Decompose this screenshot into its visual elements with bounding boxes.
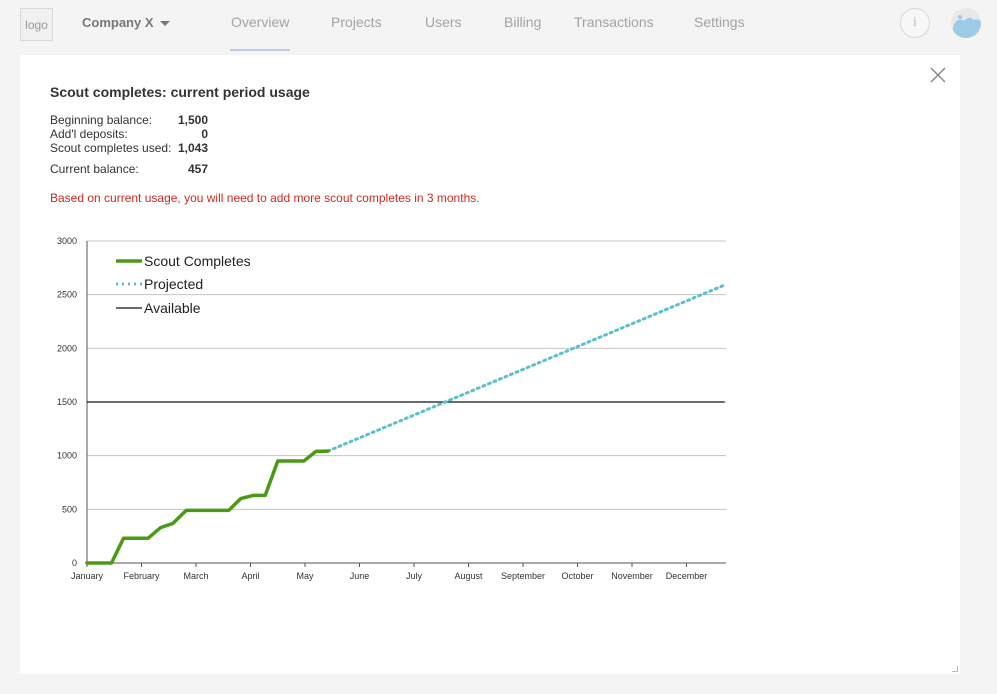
company-name: Company X: [82, 15, 154, 30]
stat-row: Beginning balance: 1,500: [50, 113, 208, 127]
series-line-scout-completes: [85, 449, 330, 565]
tab-overview[interactable]: Overview: [231, 14, 290, 30]
y-tick-label: 2500: [57, 290, 77, 300]
close-icon[interactable]: [928, 65, 948, 85]
info-icon: i: [913, 15, 917, 30]
stat-row: Scout completes used: 1,043: [50, 141, 208, 155]
y-tick-label: 1500: [57, 397, 77, 407]
x-tick-label: October: [561, 571, 593, 581]
panel-title: Scout completes: current period usage: [50, 84, 310, 100]
y-tick-label: 500: [62, 504, 77, 514]
x-tick-label: February: [123, 571, 160, 581]
x-tick-label: May: [296, 571, 314, 581]
x-tick-label: August: [454, 571, 483, 581]
stat-row: Current balance: 457: [50, 162, 208, 176]
company-logo[interactable]: logo: [20, 8, 53, 41]
usage-warning: Based on current usage, you will need to…: [50, 191, 480, 205]
usage-panel: Scout completes: current period usage Be…: [20, 55, 960, 674]
tab-users[interactable]: Users: [425, 14, 462, 30]
resize-handle[interactable]: [952, 666, 958, 672]
tab-billing[interactable]: Billing: [504, 14, 542, 30]
y-tick-label: 3000: [57, 236, 77, 246]
legend-label: Scout Completes: [144, 253, 251, 269]
stat-label: Beginning balance:: [50, 113, 153, 127]
stat-row: Add'l deposits: 0: [50, 127, 208, 141]
x-tick-label: April: [241, 571, 259, 581]
tab-transactions[interactable]: Transactions: [574, 14, 654, 30]
stat-label: Scout completes used:: [50, 141, 172, 155]
stat-label: Add'l deposits:: [50, 127, 128, 141]
chevron-down-icon: [159, 20, 170, 26]
legend-label: Available: [144, 300, 201, 316]
y-tick-label: 0: [72, 558, 77, 568]
x-tick-label: November: [611, 571, 653, 581]
usage-chart: 0 500 1000 1500 2000 2500 3000 January February M…: [57, 236, 727, 581]
x-tick-label: June: [350, 571, 370, 581]
legend-label: Projected: [144, 276, 203, 292]
x-tick-label: December: [666, 571, 708, 581]
x-tick-label: September: [501, 571, 545, 581]
series-line-projected: [326, 283, 727, 453]
company-selector[interactable]: Company X: [82, 15, 170, 30]
y-tick-label: 2000: [57, 343, 77, 353]
stat-value: 457: [187, 162, 208, 176]
stat-value: 1,500: [178, 113, 209, 127]
avatar[interactable]: [951, 8, 981, 38]
active-tab-indicator: [230, 49, 290, 51]
tab-settings[interactable]: Settings: [694, 14, 745, 30]
user-avatar-icon: [951, 8, 981, 38]
x-tick-label: March: [183, 571, 208, 581]
info-button[interactable]: i: [900, 8, 930, 38]
top-nav-bar: logo Company X Overview Projects Users B…: [0, 0, 997, 51]
stat-value: 0: [201, 127, 208, 141]
balance-summary: Beginning balance: 1,500 Add'l deposits:…: [50, 113, 208, 176]
x-tick-label: January: [71, 571, 104, 581]
stat-value: 1,043: [178, 141, 209, 155]
stat-label: Current balance:: [50, 162, 139, 176]
x-tick-label: July: [406, 571, 423, 581]
y-tick-label: 1000: [57, 451, 77, 461]
tab-projects[interactable]: Projects: [331, 14, 382, 30]
